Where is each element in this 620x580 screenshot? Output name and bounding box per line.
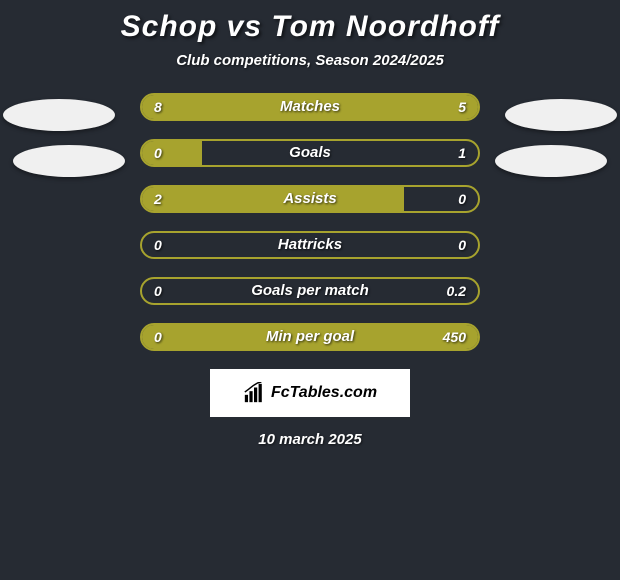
avatar-left-2 xyxy=(13,145,125,177)
stat-row: 0450Min per goal xyxy=(140,323,480,351)
stat-row: 0 0Hattricks xyxy=(140,231,480,259)
bar-fill-left xyxy=(142,187,404,211)
stat-left-value: 0 xyxy=(154,279,162,303)
stat-right-value: 0 xyxy=(458,233,466,257)
stat-row: 01Goals xyxy=(140,139,480,167)
avatar-right-2 xyxy=(495,145,607,177)
bars-container: 85Matches01Goals20Assists00Hattricks00.2… xyxy=(0,93,620,351)
stat-row: 0 0.2Goals per match xyxy=(140,277,480,305)
stat-right-value: 1 xyxy=(458,141,466,165)
stat-label: Hattricks xyxy=(142,233,478,257)
stat-label: Goals per match xyxy=(142,279,478,303)
bar-fill-left xyxy=(142,325,478,349)
avatar-left-1 xyxy=(3,99,115,131)
stat-row: 85Matches xyxy=(140,93,480,121)
subtitle: Club competitions, Season 2024/2025 xyxy=(0,52,620,69)
logo-text: FcTables.com xyxy=(271,384,377,402)
stats-area: 85Matches01Goals20Assists00Hattricks00.2… xyxy=(0,93,620,351)
bar-fill-left xyxy=(142,95,350,119)
logo-box[interactable]: FcTables.com xyxy=(210,369,410,417)
stat-row: 20Assists xyxy=(140,185,480,213)
bar-fill-left xyxy=(142,141,202,165)
comparison-card: Schop vs Tom Noordhoff Club competitions… xyxy=(0,0,620,448)
avatar-right-1 xyxy=(505,99,617,131)
stat-right-value: 0.2 xyxy=(447,279,466,303)
stat-left-value: 0 xyxy=(154,233,162,257)
bar-fill-right xyxy=(350,95,478,119)
stat-right-value: 0 xyxy=(458,187,466,211)
chart-icon xyxy=(243,382,265,404)
date-label: 10 march 2025 xyxy=(0,431,620,448)
page-title: Schop vs Tom Noordhoff xyxy=(0,10,620,44)
